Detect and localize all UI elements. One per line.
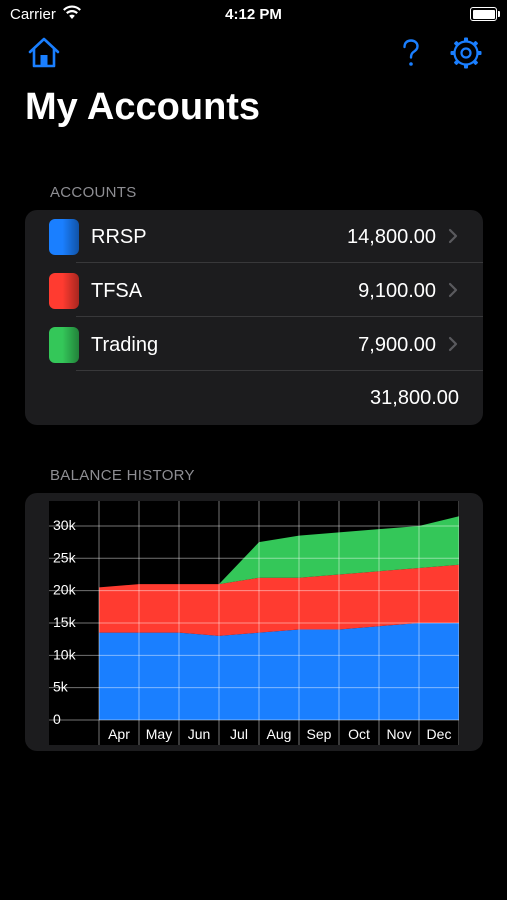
balance-history-card: 0 5k 10k 15k 20k 25k 30k Apr May Jun Jul Aug Sep Oct N… bbox=[25, 493, 483, 751]
chart-x-tick-label: Nov bbox=[387, 726, 412, 742]
account-name: Trading bbox=[91, 334, 159, 356]
wifi-icon bbox=[63, 5, 81, 19]
chart-y-tick-label: 25k bbox=[53, 549, 77, 565]
home-icon bbox=[28, 37, 60, 68]
chart-x-tick-label: Sep bbox=[307, 726, 332, 742]
chart-y-tick-label: 5k bbox=[53, 679, 69, 695]
chart-area-series-1 bbox=[99, 622, 459, 720]
chart-x-tick-label: Apr bbox=[108, 726, 130, 742]
settings-button[interactable] bbox=[449, 36, 483, 70]
accounts-total: 31,800.00 bbox=[370, 387, 459, 409]
chart-x-tick-label: May bbox=[146, 726, 172, 742]
chart-x-tick-label: Jul bbox=[230, 726, 248, 742]
chart-y-tick-label: 15k bbox=[53, 614, 77, 630]
account-color-swatch bbox=[49, 327, 79, 363]
chevron-right-icon bbox=[448, 228, 458, 244]
account-row-trading[interactable]: Trading 7,900.00 bbox=[25, 318, 483, 371]
chart-area-series-3 bbox=[99, 516, 459, 588]
chart-x-tick-label: Aug bbox=[267, 726, 292, 742]
account-color-swatch bbox=[49, 273, 79, 309]
gear-icon bbox=[450, 37, 482, 69]
account-balance: 7,900.00 bbox=[358, 334, 436, 356]
row-divider bbox=[76, 316, 483, 317]
carrier-label: Carrier bbox=[10, 6, 56, 23]
account-color-swatch bbox=[49, 219, 79, 255]
account-row-rrsp[interactable]: RRSP 14,800.00 bbox=[25, 210, 483, 263]
row-divider bbox=[76, 370, 483, 371]
account-balance: 9,100.00 bbox=[358, 280, 436, 302]
help-button[interactable] bbox=[394, 36, 428, 70]
chart-x-tick-label: Jun bbox=[188, 726, 211, 742]
battery-level bbox=[472, 9, 495, 19]
page-title: My Accounts bbox=[25, 86, 261, 128]
clock: 4:12 PM bbox=[225, 6, 282, 23]
chart-x-tick-label: Dec bbox=[427, 726, 452, 742]
accounts-section-header: ACCOUNTS bbox=[50, 184, 137, 201]
chart-y-tick-label: 0 bbox=[53, 711, 61, 727]
accounts-list: RRSP 14,800.00 TFSA 9,100.00 Trading 7,9… bbox=[25, 210, 483, 425]
chart-y-tick-label: 20k bbox=[53, 582, 77, 598]
balance-history-section-header: BALANCE HISTORY bbox=[50, 467, 195, 484]
home-button[interactable] bbox=[27, 36, 61, 70]
chart-y-tick-label: 30k bbox=[53, 517, 77, 533]
status-bar: Carrier 4:12 PM bbox=[0, 0, 507, 30]
chevron-right-icon bbox=[448, 282, 458, 298]
row-divider bbox=[76, 262, 483, 263]
account-balance: 14,800.00 bbox=[347, 226, 436, 248]
chart-area-series-2 bbox=[99, 564, 459, 636]
chart-x-tick-label: Oct bbox=[348, 726, 370, 742]
chart-y-tick-label: 10k bbox=[53, 646, 77, 662]
battery-icon bbox=[470, 7, 500, 21]
chevron-right-icon bbox=[448, 336, 458, 352]
account-row-tfsa[interactable]: TFSA 9,100.00 bbox=[25, 264, 483, 317]
account-name: TFSA bbox=[91, 280, 143, 302]
help-icon bbox=[403, 39, 419, 66]
account-name: RRSP bbox=[91, 226, 147, 248]
balance-history-chart: 0 5k 10k 15k 20k 25k 30k Apr May Jun Jul Aug Sep Oct N… bbox=[49, 501, 459, 745]
